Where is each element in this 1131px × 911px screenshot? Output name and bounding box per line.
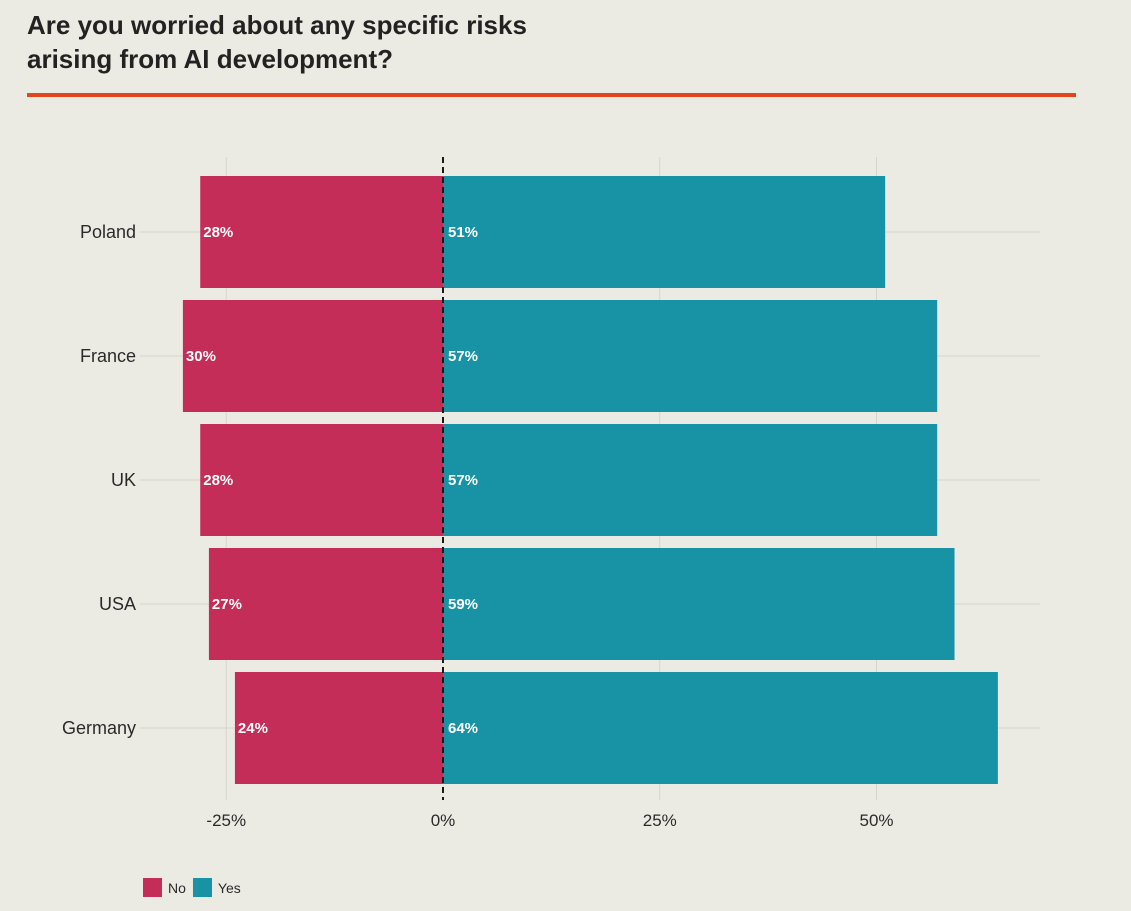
category-label-france: France: [80, 346, 136, 366]
legend-label-yes: Yes: [217, 879, 241, 896]
x-tick-label-1: 0%: [431, 811, 456, 830]
category-label-poland: Poland: [80, 222, 136, 242]
bar-no-germany: [234, 672, 443, 784]
bar-yes-france: [443, 300, 938, 412]
bar-no-usa: [208, 548, 443, 660]
bar-label-yes-germany: 64%: [448, 720, 478, 737]
bar-label-yes-france: 57%: [448, 348, 478, 365]
bar-label-no-france: 30%: [186, 348, 216, 365]
legend-item-yes: Yes: [192, 878, 241, 897]
bar-label-yes-usa: 59%: [448, 596, 478, 613]
x-tick-label-2: 25%: [643, 811, 677, 830]
bar-yes-usa: [443, 548, 955, 660]
legend-swatch-yes: [192, 878, 212, 897]
legend-swatch-no: [143, 878, 162, 897]
bar-no-uk: [200, 424, 443, 536]
bar-label-no-poland: 28%: [203, 224, 233, 241]
category-label-uk: UK: [111, 470, 136, 490]
x-tick-label-0: -25%: [206, 811, 246, 830]
bar-label-yes-uk: 57%: [448, 472, 478, 489]
legend: No Yes: [143, 878, 248, 897]
bar-no-poland: [200, 176, 443, 288]
bar-no-france: [182, 300, 443, 412]
legend-label-no: No: [168, 879, 186, 896]
bar-yes-uk: [443, 424, 938, 536]
bar-label-yes-poland: 51%: [448, 224, 478, 241]
bar-label-no-uk: 28%: [203, 472, 233, 489]
bar-label-no-usa: 27%: [212, 596, 242, 613]
bar-label-no-germany: 24%: [238, 720, 268, 737]
x-tick-label-3: 50%: [859, 811, 893, 830]
bar-yes-poland: [443, 176, 886, 288]
bar-yes-germany: [443, 672, 998, 784]
title-divider: [27, 93, 1076, 97]
legend-item-no: No: [143, 878, 186, 897]
category-label-germany: Germany: [62, 718, 136, 738]
category-label-usa: USA: [99, 594, 136, 614]
chart-title: Are you worried about any specific risks…: [27, 10, 527, 74]
